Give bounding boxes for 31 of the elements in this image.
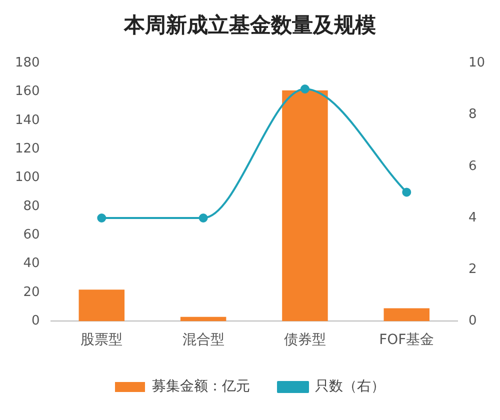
y-tick-label: 80 [23,198,40,214]
chart-title: 本周新成立基金数量及规模 [123,13,376,38]
x-tick-label: 债券型 [284,332,326,348]
y-tick-label: 0 [32,314,40,329]
legend-label: 只数（右） [315,378,385,395]
y-tick-label: 20 [23,284,40,300]
y-tick-label: 160 [14,84,40,100]
y2-tick-label: 6 [468,158,477,174]
bar [180,316,226,322]
y2-tick-label: 10 [468,56,486,71]
bar [282,90,328,322]
point [97,214,106,222]
x-tick-label: 股票型 [80,332,123,348]
y-tick-label: 100 [14,170,40,186]
y2-tick-label: 8 [468,107,477,122]
bar [384,308,430,322]
x-tick-label: 混合型 [182,332,224,348]
bar [78,290,125,322]
point [198,214,208,222]
y2-tick-label: 0 [468,314,477,329]
y-tick-label: 40 [23,256,40,272]
y2-tick-label: 4 [468,210,477,226]
legend-label: 募集金额：亿元 [152,378,250,395]
x-tick-label: FOF基金 [379,332,434,348]
y-tick-label: 120 [14,142,40,157]
y2-tick-label: 2 [468,262,477,277]
y-tick-label: 140 [14,112,40,128]
y-tick-label: 60 [23,228,40,243]
point [300,84,310,94]
y-tick-label: 180 [14,56,40,71]
point [402,188,412,197]
